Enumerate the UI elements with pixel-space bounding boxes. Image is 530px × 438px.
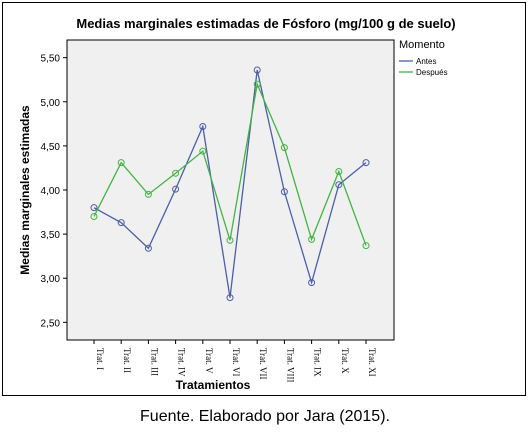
x-tick-label: Trat. X xyxy=(340,348,350,374)
data-point xyxy=(226,236,234,244)
legend-entry: Antes xyxy=(416,57,436,66)
series-line xyxy=(93,81,367,246)
x-tick-label: Trat. XI xyxy=(367,348,377,377)
data-point xyxy=(280,144,288,152)
data-point xyxy=(199,147,207,155)
x-tick-label: Trat. VIII xyxy=(285,348,295,383)
y-tick-label: 3,50 xyxy=(41,230,61,241)
data-point xyxy=(172,185,180,193)
chart-frame: Medias marginales estimadas de Fósforo (… xyxy=(2,2,526,396)
chart-title: Medias marginales estimadas de Fósforo (… xyxy=(76,16,455,31)
data-point xyxy=(117,159,125,167)
data-point xyxy=(335,167,343,175)
y-tick-label: 2,50 xyxy=(41,318,61,329)
legend-entry: Después xyxy=(416,68,448,77)
legend: Antes Después xyxy=(399,57,448,77)
data-point xyxy=(90,204,98,212)
y-axis-label: Medias marginales estimadas xyxy=(18,105,32,275)
figure-caption: Fuente. Elaborado por Jara (2015). xyxy=(140,408,390,425)
x-tick-label: Trat. IV xyxy=(177,348,187,377)
data-point xyxy=(308,235,316,243)
y-tick-label: 5,00 xyxy=(41,98,61,109)
data-point xyxy=(172,169,180,177)
data-point xyxy=(144,244,152,252)
y-tick-label: 5,50 xyxy=(41,54,61,65)
y-tick-label: 4,50 xyxy=(41,142,61,153)
data-point xyxy=(117,219,125,227)
x-axis: Trat. I Trat. II Trat. III Trat. IV Trat. V T… xyxy=(93,340,377,383)
x-tick-label: Trat. VI xyxy=(231,348,241,377)
data-point xyxy=(253,66,261,74)
data-point xyxy=(308,279,316,287)
x-tick-label: Trat. V xyxy=(204,348,214,374)
y-tick-label: 4,00 xyxy=(41,186,61,197)
series-layer xyxy=(90,66,370,302)
series-0 xyxy=(90,66,370,302)
data-point xyxy=(280,188,288,196)
line-chart: Medias marginales estimadas de Fósforo (… xyxy=(18,16,456,392)
x-tick-label: Trat. IX xyxy=(313,348,323,377)
y-axis: 2,50 3,00 3,50 4,00 4,50 5,00 5,50 xyxy=(41,54,67,329)
y-tick-label: 3,00 xyxy=(41,274,61,285)
x-tick-label: Trat. I xyxy=(95,348,105,370)
data-point xyxy=(226,294,234,302)
data-point xyxy=(362,242,370,250)
x-tick-label: Trat. II xyxy=(122,348,132,373)
series-1 xyxy=(90,80,370,250)
x-tick-label: Trat. VII xyxy=(258,348,268,380)
data-point xyxy=(362,159,370,167)
data-point xyxy=(144,190,152,198)
data-point xyxy=(199,122,207,130)
x-axis-label: Tratamientos xyxy=(176,378,251,392)
data-point xyxy=(335,181,343,189)
data-point xyxy=(253,80,261,88)
data-point xyxy=(90,212,98,220)
x-tick-label: Trat. III xyxy=(149,348,159,376)
series-line xyxy=(93,69,367,298)
legend-title: Momento xyxy=(399,39,445,51)
